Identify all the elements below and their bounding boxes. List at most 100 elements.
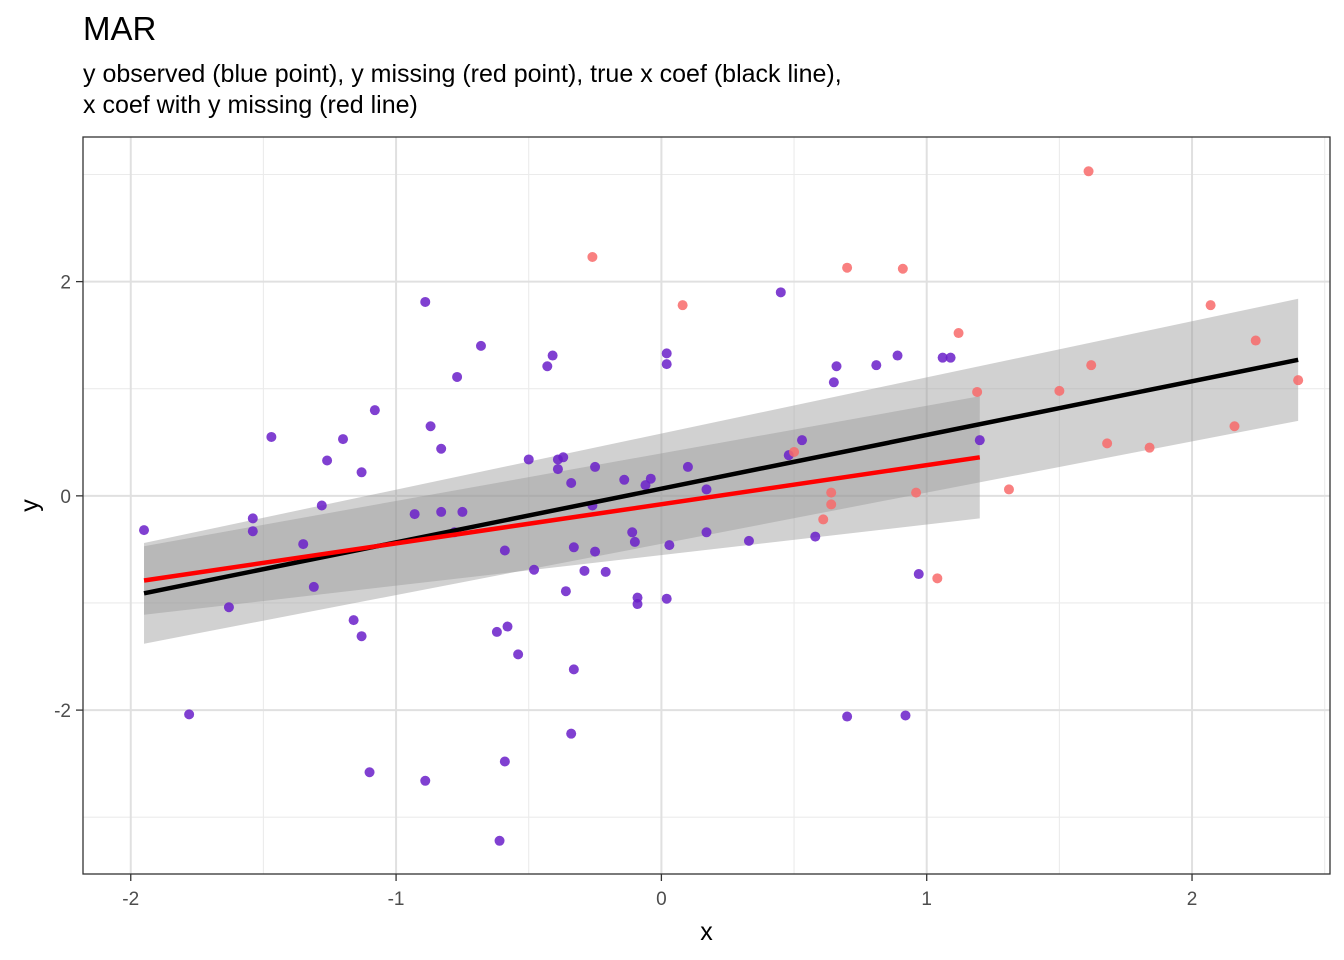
- observed-point: [701, 484, 712, 495]
- observed-point: [661, 359, 672, 370]
- observed-point: [356, 631, 367, 642]
- observed-point: [913, 569, 924, 580]
- observed-point: [797, 435, 808, 446]
- axis-ticks: -2 -1 0 1 2 -2 0 2: [54, 273, 1197, 910]
- observed-point: [682, 461, 693, 472]
- missing-point: [1144, 442, 1155, 453]
- observed-point: [308, 581, 319, 592]
- observed-point: [645, 473, 656, 484]
- observed-point: [523, 454, 534, 465]
- chart-title: MAR: [83, 10, 157, 47]
- confidence-band-true: [144, 298, 1299, 644]
- observed-point: [513, 649, 524, 660]
- observed-point: [937, 352, 948, 363]
- observed-point: [579, 565, 590, 576]
- missing-point: [1083, 166, 1094, 177]
- observed-point: [409, 509, 420, 520]
- observed-point: [566, 728, 577, 739]
- observed-point: [348, 615, 359, 626]
- observed-point: [502, 621, 513, 632]
- observed-point: [900, 710, 911, 721]
- observed-point: [436, 506, 447, 517]
- observed-point: [945, 352, 956, 363]
- x-tick-label: 0: [656, 889, 667, 910]
- missing-point: [677, 300, 688, 311]
- x-tick-label: -2: [122, 889, 139, 910]
- observed-point: [892, 350, 903, 361]
- observed-point: [701, 527, 712, 538]
- observed-point: [828, 377, 839, 388]
- observed-point: [661, 593, 672, 604]
- observed-point: [491, 626, 502, 637]
- observed-point: [542, 361, 553, 372]
- observed-point: [664, 540, 675, 551]
- missing-point: [1293, 375, 1304, 386]
- observed-point: [529, 564, 540, 575]
- x-tick-label: -1: [388, 889, 405, 910]
- observed-point: [547, 350, 558, 361]
- missing-point: [1229, 421, 1240, 432]
- chart-subtitle-line-1: y observed (blue point), y missing (red …: [83, 60, 842, 88]
- observed-point: [600, 566, 611, 577]
- missing-point: [1054, 385, 1065, 396]
- observed-point: [566, 478, 577, 489]
- observed-point: [810, 531, 821, 542]
- missing-point: [1102, 438, 1113, 449]
- observed-point: [316, 500, 327, 511]
- observed-point: [266, 431, 277, 442]
- observed-point: [369, 405, 380, 416]
- observed-point: [184, 709, 195, 720]
- missing-point: [932, 573, 943, 584]
- observed-point: [661, 348, 672, 359]
- missing-coef-line: [143, 455, 981, 583]
- observed-point: [139, 525, 150, 536]
- missing-point: [911, 487, 922, 498]
- fit-lines: [143, 357, 1299, 596]
- observed-point: [568, 664, 579, 675]
- missing-point: [818, 514, 829, 525]
- missing-point: [897, 263, 908, 274]
- x-tick-label: 2: [1187, 889, 1198, 910]
- observed-point: [632, 599, 643, 610]
- observed-point: [364, 767, 375, 778]
- observed-point: [568, 542, 579, 553]
- missing-point: [953, 328, 964, 339]
- observed-point: [871, 360, 882, 371]
- observed-point: [560, 586, 571, 597]
- y-tick-label: 2: [60, 273, 71, 294]
- x-axis-title: x: [700, 918, 713, 946]
- observed-point: [457, 506, 468, 517]
- chart-subtitle-line-2: x coef with y missing (red line): [83, 91, 418, 119]
- observed-point: [338, 434, 349, 445]
- observed-point: [842, 711, 853, 722]
- missing-point: [826, 487, 837, 498]
- observed-point: [452, 371, 463, 382]
- confidence-bands: [144, 298, 1299, 644]
- observed-point: [247, 513, 258, 524]
- observed-point: [775, 287, 786, 298]
- data-points: [139, 166, 1304, 846]
- missing-point: [842, 262, 853, 273]
- observed-point: [298, 539, 309, 550]
- y-tick-label: 0: [60, 487, 71, 508]
- observed-point: [499, 545, 510, 556]
- panel-border: [82, 136, 1331, 875]
- observed-point: [558, 452, 569, 463]
- x-tick-label: 1: [921, 889, 932, 910]
- observed-point: [590, 461, 601, 472]
- observed-point: [425, 421, 436, 432]
- missing-point: [826, 499, 837, 510]
- confidence-band-missing: [144, 396, 980, 615]
- observed-point: [831, 361, 842, 372]
- observed-point: [356, 467, 367, 478]
- observed-point: [436, 443, 447, 454]
- missing-point: [1250, 335, 1261, 346]
- observed-point: [629, 536, 640, 547]
- missing-point: [789, 446, 800, 457]
- observed-point: [247, 526, 258, 537]
- missing-point: [972, 386, 983, 397]
- observed-point: [494, 835, 505, 846]
- observed-point: [743, 535, 754, 546]
- observed-point: [420, 775, 431, 786]
